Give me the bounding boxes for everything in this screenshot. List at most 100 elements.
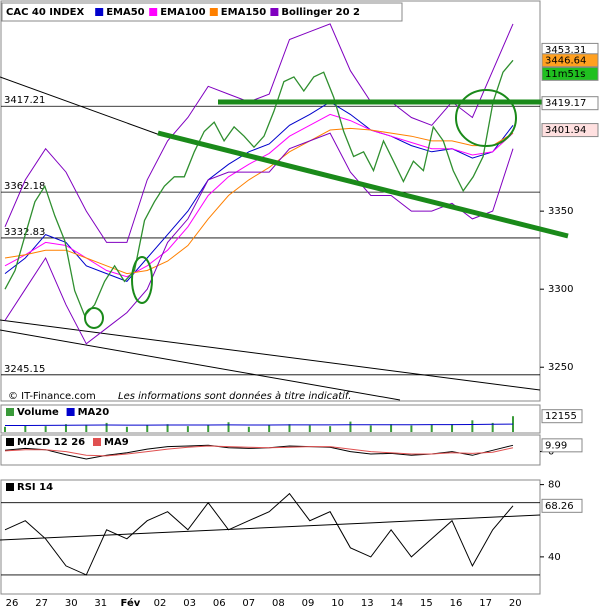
volume-bar [44, 426, 47, 432]
legend-swatch [270, 8, 279, 16]
volume-bar [471, 420, 474, 432]
x-tick-label: 17 [479, 598, 492, 609]
x-tick-label: 13 [361, 598, 374, 609]
volume-bar [451, 424, 454, 432]
legend-swatch [66, 408, 75, 416]
price-panel [0, 0, 541, 402]
x-tick-label: 02 [154, 598, 167, 609]
price-marker [541, 53, 599, 68]
x-tick-label: 09 [302, 598, 315, 609]
price-marker [541, 96, 599, 111]
level-label: 3417.21 [4, 95, 45, 106]
volume-bar [105, 422, 108, 432]
x-tick-label: Fév [121, 597, 141, 609]
level-label: 3245.15 [4, 364, 45, 375]
bollinger-upper [4, 23, 514, 243]
last-value: 12155 [545, 411, 577, 422]
level-label: 3332.83 [4, 227, 45, 238]
legend-swatch [6, 438, 14, 446]
x-tick-label: 03 [183, 598, 196, 609]
trend-line [0, 514, 541, 541]
price-marker-label: 3419.17 [545, 98, 586, 109]
legend-box [1, 2, 403, 22]
bollinger-lower [4, 132, 514, 345]
volume-bar [247, 426, 250, 432]
legend-label: EMA50 [106, 7, 144, 18]
volume-bar [146, 425, 149, 432]
last-value-box [541, 438, 583, 453]
price-marker [541, 123, 599, 138]
y-tick-label: 3250 [548, 362, 573, 373]
legend-swatch [209, 8, 218, 16]
legend-swatch [93, 438, 101, 446]
volume-bar [227, 422, 230, 432]
macd-panel [0, 434, 541, 466]
y-tick-label: 80 [548, 480, 561, 491]
volume-bar [24, 425, 27, 432]
volume-bar [410, 425, 413, 432]
volume-panel [0, 404, 541, 434]
x-tick-label: 31 [94, 598, 107, 609]
legend-swatch [95, 8, 104, 16]
volume-bar [512, 416, 514, 432]
legend-label: MACD 12 26 [17, 437, 85, 448]
trend-line-green [157, 130, 569, 239]
x-tick-label: 30 [65, 598, 78, 609]
price-marker-label: 3446.64 [545, 55, 586, 66]
volume-bar [207, 425, 210, 432]
volume-bar [166, 424, 169, 432]
level-label: 3362.18 [4, 181, 45, 192]
legend-swatch [6, 483, 14, 491]
volume-bar [125, 426, 128, 432]
timer: 11m51s [545, 69, 585, 80]
highlight-circle [84, 307, 104, 329]
x-tick-label: 20 [509, 598, 522, 609]
y-tick-label: 3300 [548, 284, 573, 295]
volume-bar [349, 421, 352, 432]
last-value-box [541, 498, 583, 513]
timer-box [541, 66, 599, 81]
volume-bar [329, 426, 332, 432]
legend-label: RSI 14 [17, 482, 53, 493]
legend-label: CAC 40 INDEX [6, 7, 85, 18]
volume-bar [390, 424, 393, 432]
price-marker-label: 3401.94 [545, 125, 586, 136]
trend-line [0, 329, 401, 401]
disclaimer: Les informations sont données à titre in… [118, 390, 351, 402]
x-tick-label: 26 [6, 598, 19, 609]
indicator-line [5, 423, 514, 426]
x-tick-label: 27 [35, 598, 48, 609]
indicator-line [4, 492, 514, 576]
x-tick-label: 10 [331, 598, 344, 609]
volume-bar [288, 424, 291, 432]
volume-bar [186, 426, 189, 432]
legend-label: Bollinger 20 2 [281, 7, 360, 18]
x-tick-label: 15 [420, 598, 433, 609]
price-marker-label: 3453.31 [545, 45, 586, 56]
legend-swatch [6, 408, 14, 416]
x-tick-label: 16 [450, 598, 463, 609]
last-value: 68.26 [545, 501, 574, 512]
indicator-line [4, 445, 514, 457]
last-value-box [541, 409, 583, 424]
legend-label: EMA150 [221, 7, 266, 18]
x-tick-label: 08 [272, 598, 285, 609]
volume-bar [430, 424, 433, 432]
x-tick-label: 14 [390, 598, 403, 609]
trend-line [0, 319, 541, 391]
highlight-circle [131, 256, 153, 304]
volume-bar [491, 422, 494, 432]
highlight-circle [455, 89, 517, 147]
last-value: 9.99 [545, 440, 567, 451]
legend-label: Volume [17, 407, 59, 418]
y-tick-label: 3350 [548, 206, 573, 217]
volume-bar [4, 426, 6, 432]
volume-bar [308, 425, 311, 432]
x-tick-label: 06 [213, 598, 226, 609]
x-tick-label: 07 [242, 598, 255, 609]
volume-bar [369, 425, 372, 432]
copyright: © IT-Finance.com [8, 391, 96, 402]
legend-label: EMA100 [160, 7, 205, 18]
ema-line [4, 127, 514, 275]
